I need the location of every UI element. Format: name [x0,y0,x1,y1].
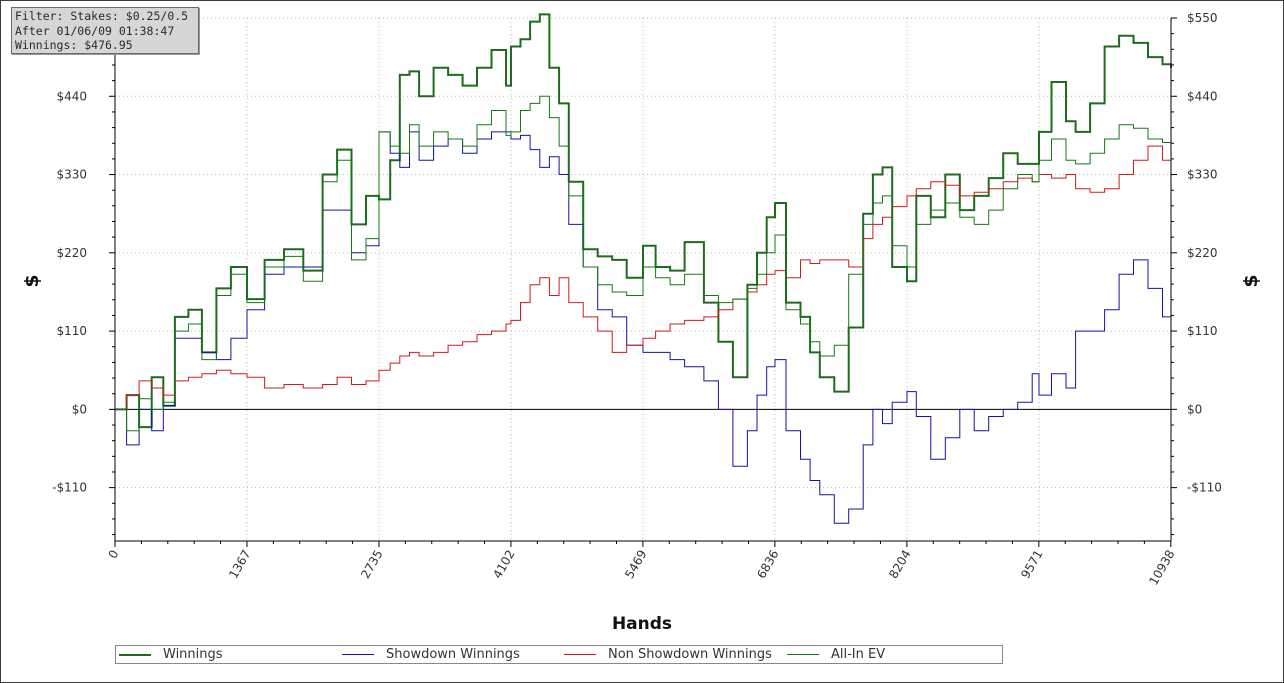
legend-item-non-showdown: Non Showdown Winnings [564,646,772,663]
series-line-winnings [115,13,1172,429]
y-tick-label-right: $220 [1187,246,1218,260]
x-tick-label: 6836 [754,548,781,581]
axes [109,17,1177,547]
series-line-non-showdown-winnings [115,145,1172,410]
y-tick-label-left: $220 [56,246,87,260]
y-tick-label-left: $110 [56,324,87,338]
x-tick-label: 0 [106,548,122,562]
filter-info-box: Filter: Stakes: $0.25/0.5 NL After 01/06… [11,7,199,54]
legend-label-winnings: Winnings [163,647,223,662]
x-tick-label: 10938 [1146,548,1177,588]
legend-label-allin-ev: All-In EV [831,647,886,662]
x-tick-label: 8204 [886,548,913,581]
x-tick-label: 2735 [358,548,385,581]
legend-swatch-winnings [119,653,151,656]
x-tick-label: 4102 [490,548,517,581]
x-tick-label: 5469 [622,548,649,581]
y-tick-label-right: $110 [1187,324,1218,338]
y-axis-title-left: $ [21,274,43,287]
legend: Winnings Showdown Winnings Non Showdown … [115,645,1003,664]
legend-item-showdown: Showdown Winnings [342,646,520,663]
legend-item-allin-ev: All-In EV [787,646,885,663]
legend-swatch-allin-ev [787,654,819,655]
y-tick-label-right: $440 [1187,89,1218,103]
y-tick-label-left: $0 [72,402,87,416]
series-layer [115,13,1172,524]
series-line-all-in-ev [115,95,1172,432]
filter-line-stakes: Filter: Stakes: $0.25/0.5 NL [15,9,195,23]
x-tick-label: 1367 [226,548,253,581]
tick-labels: -$110 -$110 $0 $0 $110 $110 $220 $220 $330 $330 $4… [52,11,1222,588]
filter-line-winnings: Winnings: $476.95 [15,38,133,53]
x-tick-label: 9571 [1018,548,1045,581]
legend-swatch-showdown [342,654,374,655]
y-tick-label-left: $330 [56,168,87,182]
y-tick-label-right: -$110 [1187,481,1222,495]
y-axis-title-right: $ [1240,274,1262,287]
legend-item-winnings: Winnings [119,646,223,663]
legend-swatch-non-showdown [564,654,596,655]
y-tick-label-left: -$110 [52,481,87,495]
x-axis-title: Hands [612,614,672,634]
filter-line-after: After 01/06/09 01:38:47 [15,23,175,38]
legend-label-non-showdown: Non Showdown Winnings [608,647,772,662]
grid [115,17,1171,541]
y-tick-label-right: $0 [1187,402,1202,416]
y-tick-label-right: $550 [1187,11,1218,25]
y-tick-label-left: $440 [56,89,87,103]
y-tick-label-right: $330 [1187,168,1218,182]
legend-label-showdown: Showdown Winnings [386,647,520,662]
